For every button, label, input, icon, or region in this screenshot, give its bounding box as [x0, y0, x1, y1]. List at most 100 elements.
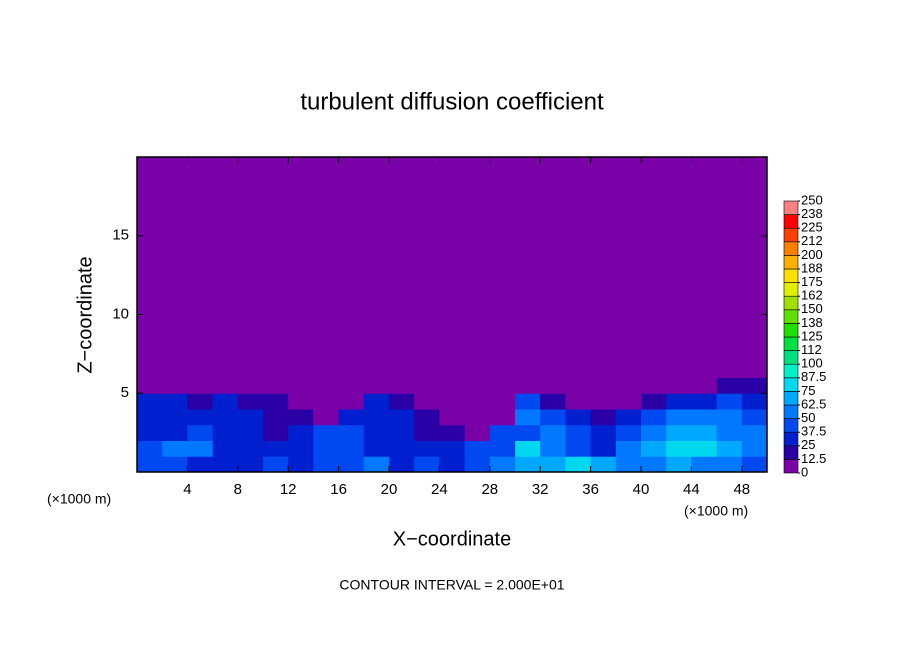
cell [716, 377, 743, 394]
cell [389, 440, 415, 457]
colorbar-label: 62.5 [801, 396, 826, 411]
colorbar-swatch [783, 431, 799, 447]
colorbar-swatch [783, 363, 799, 379]
cell [540, 377, 566, 394]
cell [137, 377, 163, 394]
cell [641, 157, 667, 378]
cell [187, 440, 214, 457]
cell [741, 157, 768, 378]
cell [212, 393, 239, 410]
x-tick-label: 28 [481, 481, 498, 498]
colorbar-swatch [783, 404, 799, 419]
cell [641, 440, 667, 457]
colorbar-swatch [783, 268, 799, 283]
cell [162, 393, 188, 410]
cell [363, 377, 390, 394]
cell [515, 440, 541, 457]
cell [187, 409, 214, 426]
colorbar-label: 225 [801, 220, 823, 235]
x-tick-label: 36 [582, 481, 599, 498]
cell [741, 393, 768, 410]
cell [641, 377, 667, 394]
cell [489, 456, 516, 473]
cell [288, 456, 314, 473]
cell [187, 377, 214, 394]
cell [464, 157, 491, 378]
cell [288, 409, 314, 426]
cell [716, 440, 743, 457]
cell [288, 377, 314, 394]
cell [338, 157, 365, 378]
cell [338, 409, 365, 426]
colorbar-label: 112 [801, 342, 822, 357]
cell [741, 456, 768, 473]
cell [691, 456, 718, 473]
cell [741, 424, 768, 441]
cell [313, 456, 340, 473]
cell [615, 409, 642, 426]
colorbar-swatch [783, 295, 799, 311]
cell [590, 157, 617, 378]
cell [338, 456, 365, 473]
colorbar-label: 188 [801, 260, 823, 275]
cell [666, 377, 692, 394]
cell [489, 377, 516, 394]
cell [666, 409, 692, 426]
colorbar-label: 12.5 [801, 451, 826, 466]
cell [389, 393, 415, 410]
cell [338, 393, 365, 410]
cell [363, 440, 390, 457]
cell [540, 393, 566, 410]
cell [691, 377, 718, 394]
cell [691, 409, 718, 426]
colorbar-label: 50 [801, 410, 815, 425]
cell [263, 409, 289, 426]
cell [489, 424, 516, 441]
cell [162, 456, 188, 473]
cell [489, 409, 516, 426]
cell [716, 157, 743, 378]
cell [288, 393, 314, 410]
field [137, 157, 768, 473]
cell [464, 377, 491, 394]
cell [464, 409, 491, 426]
cell [263, 377, 289, 394]
chart-title: turbulent diffusion coefficient [300, 88, 604, 115]
y-tick-label: 10 [112, 305, 129, 322]
cell [641, 409, 667, 426]
cell [137, 157, 163, 378]
cell [590, 456, 617, 473]
colorbar-label: 125 [801, 328, 823, 343]
colorbar-label: 238 [801, 206, 823, 221]
cell [313, 393, 340, 410]
cell [590, 377, 617, 394]
colorbar-swatch [783, 336, 799, 351]
colorbar-swatch [783, 459, 799, 474]
cell [590, 409, 617, 426]
cell [363, 157, 390, 378]
cell [741, 409, 768, 426]
cell [137, 456, 163, 473]
cell [590, 424, 617, 441]
cell [565, 157, 592, 378]
cell [263, 440, 289, 457]
cell [237, 409, 264, 426]
colorbar-label: 162 [801, 288, 823, 303]
cell [187, 157, 214, 378]
x-tick-label: 20 [381, 481, 398, 498]
cell [263, 157, 289, 378]
cell [162, 424, 188, 441]
cell [137, 393, 163, 410]
cell [515, 377, 541, 394]
cell [615, 377, 642, 394]
cell [389, 157, 415, 378]
contour-note: CONTOUR INTERVAL = 2.000E+01 [339, 577, 564, 593]
colorbar-label: 75 [801, 383, 815, 398]
cell [464, 424, 491, 441]
cell [363, 393, 390, 410]
cell [489, 440, 516, 457]
cell [590, 393, 617, 410]
x-unit: (×1000 m) [684, 503, 748, 519]
cell [212, 157, 239, 378]
